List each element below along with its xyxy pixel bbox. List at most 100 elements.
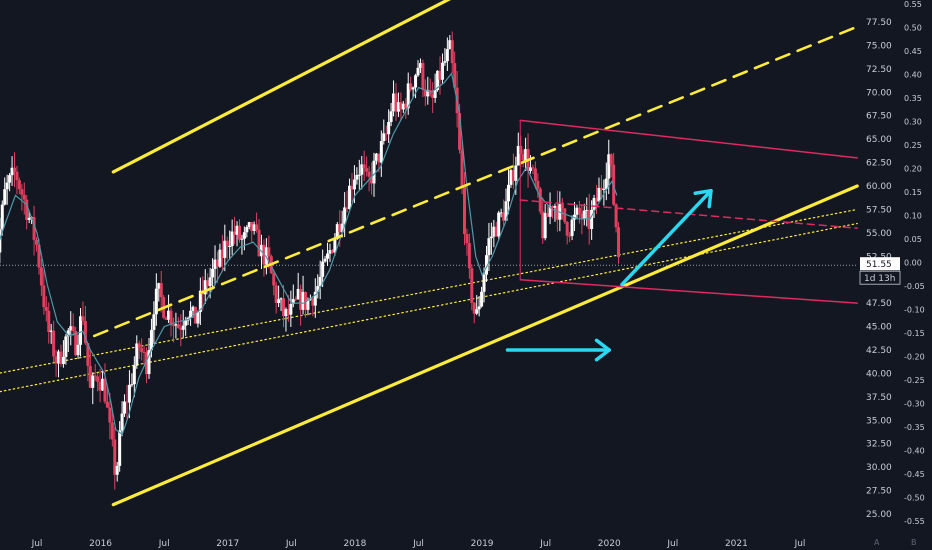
candle-body	[504, 201, 508, 221]
candle-body	[536, 180, 540, 189]
candle-body	[467, 243, 471, 269]
candle-body	[563, 208, 567, 222]
candle-body	[142, 351, 146, 353]
candle-body	[433, 89, 437, 98]
candle-body	[396, 102, 400, 112]
candle-body	[551, 206, 555, 208]
candle-body	[57, 351, 61, 364]
candle-body	[86, 343, 90, 366]
candle-body	[235, 225, 239, 235]
candle-body	[367, 171, 371, 177]
candle-body	[558, 202, 562, 220]
candle-body	[343, 207, 347, 224]
candle-body	[230, 231, 234, 246]
candle-body	[113, 439, 117, 475]
right-percent-axis[interactable]: 0.55 0.50 0.45 0.40 0.35 0.30 0.25 0.20 0.15 0.10…	[904, 0, 925, 526]
candle-body	[184, 320, 188, 326]
candle-body	[76, 344, 80, 356]
percent-tick-label: 0.15	[904, 188, 922, 197]
yellow-channel-lower-line	[111, 184, 859, 507]
candle-body	[304, 291, 308, 310]
candle-body	[321, 261, 325, 277]
candle-body	[74, 331, 78, 356]
candle-body	[196, 312, 200, 324]
candle-body	[91, 375, 95, 388]
price-tick-label: 37.50	[866, 393, 892, 403]
candle-body	[176, 324, 180, 328]
candle-body	[313, 291, 317, 306]
candle-body	[64, 336, 68, 357]
candle-body	[399, 102, 403, 110]
candle-body	[607, 154, 611, 179]
percent-tick-label: -0.35	[904, 423, 925, 432]
log-scale-button[interactable]: B	[911, 538, 917, 547]
cyan-arrow-up-head	[693, 188, 713, 209]
candle-body	[255, 224, 259, 230]
percent-tick-label: -0.55	[904, 517, 925, 526]
percent-tick-label: 0.45	[904, 47, 922, 56]
candle-body	[494, 226, 498, 237]
candle-body	[335, 224, 339, 239]
candle-body	[110, 422, 114, 440]
price-tick-label: 42.50	[866, 346, 892, 356]
candle-body	[10, 167, 14, 176]
candle-body	[587, 209, 591, 229]
candle-body	[543, 213, 547, 239]
candle-body	[282, 298, 286, 317]
auto-scale-button[interactable]: A	[874, 538, 880, 547]
candle-body	[215, 259, 219, 267]
candle-body	[394, 93, 398, 112]
candle-body	[105, 401, 109, 408]
price-tick-label: 32.50	[866, 440, 892, 450]
candle-body	[414, 75, 418, 88]
candle-body	[66, 330, 70, 337]
trendline-drawings-back[interactable]	[0, 208, 858, 396]
candle-body	[316, 286, 320, 292]
time-axis[interactable]: Jul 2016 Jul 2017 Jul 2018 Jul 2019 Jul 2020 Jul 20…	[31, 539, 806, 549]
candle-body	[189, 310, 193, 318]
candle-body	[159, 283, 163, 298]
candle-body	[440, 62, 444, 80]
candle-body	[553, 205, 557, 208]
candle-body	[560, 202, 564, 209]
candle-body	[472, 302, 476, 314]
candle-body	[489, 236, 493, 239]
percent-tick-label: 0.05	[904, 235, 922, 244]
percent-tick-label: 0.00	[904, 259, 922, 268]
candle-body	[487, 238, 491, 256]
time-tick-label: 2018	[343, 539, 366, 549]
candle-body	[384, 133, 388, 135]
candle-body	[538, 188, 542, 212]
candle-body	[225, 240, 229, 247]
trendline-drawings[interactable]	[92, 0, 859, 507]
candle-body	[52, 330, 56, 357]
candle-body	[299, 288, 303, 310]
candle-body	[516, 145, 520, 166]
candle-body	[135, 343, 139, 366]
percent-tick-label: -0.45	[904, 470, 925, 479]
candle-body	[296, 288, 300, 300]
candle-body	[252, 224, 256, 231]
candle-body	[529, 167, 533, 171]
candle-body	[257, 229, 261, 257]
candle-body	[458, 113, 462, 150]
percent-tick-label: 0.35	[904, 94, 922, 103]
candle-body	[470, 268, 474, 303]
candle-body	[604, 178, 608, 189]
candle-body	[377, 153, 381, 163]
candle-body	[597, 187, 601, 202]
candle-body	[25, 199, 29, 220]
percent-tick-label: -0.40	[904, 447, 925, 456]
price-tick-label: 57.50	[866, 205, 892, 215]
candle-body	[167, 310, 171, 320]
candle-body	[220, 249, 224, 258]
candle-body	[509, 170, 513, 185]
candle-body	[357, 174, 361, 176]
candle-body	[233, 231, 237, 235]
candle-body	[37, 244, 41, 268]
candle-body	[127, 384, 131, 403]
candle-body	[149, 329, 153, 351]
percent-tick-label: -0.15	[904, 329, 925, 338]
